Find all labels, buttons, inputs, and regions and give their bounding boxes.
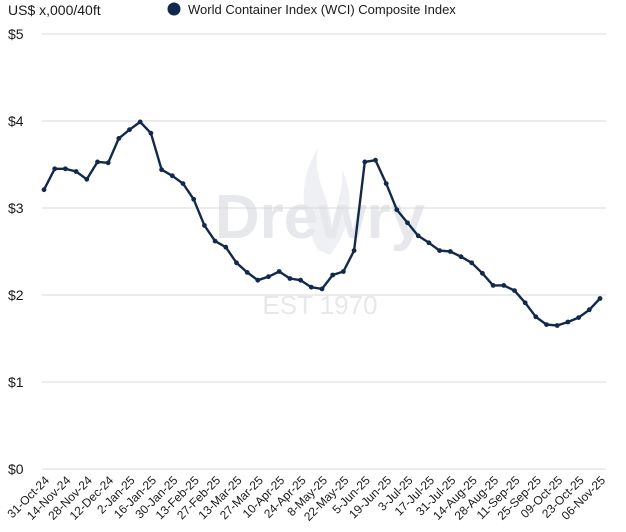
legend-label: World Container Index (WCI) Composite In…: [188, 2, 456, 17]
data-point: [84, 176, 90, 182]
data-point: [116, 136, 122, 141]
data-point: [501, 283, 507, 288]
data-point: [276, 269, 282, 274]
drewry-watermark: Drewry EST 1970: [215, 148, 426, 320]
data-point: [255, 277, 261, 283]
legend-marker: [167, 2, 181, 16]
data-point: [373, 157, 378, 163]
data-point: [287, 276, 293, 281]
data-point: [266, 274, 271, 280]
y-tick-label: $5: [8, 26, 24, 42]
data-point: [148, 130, 154, 136]
data-point: [52, 166, 58, 172]
data-point: [522, 300, 528, 306]
flame-logo-icon: [303, 148, 350, 255]
data-point: [127, 127, 132, 133]
data-point: [234, 260, 239, 266]
data-point: [159, 167, 165, 173]
data-point: [202, 223, 207, 228]
data-point: [319, 286, 325, 292]
data-point: [447, 249, 453, 254]
y-axis-tick-labels: $0 $1 $2 $3 $4 $5: [8, 26, 24, 477]
legend: World Container Index (WCI) Composite In…: [167, 2, 456, 17]
y-tick-label: $3: [8, 200, 24, 216]
y-tick-label: $0: [8, 461, 24, 477]
data-point: [212, 238, 218, 244]
data-point: [180, 181, 186, 187]
data-point: [533, 314, 539, 320]
data-point: [512, 288, 517, 293]
watermark-brand: Drewry: [215, 183, 426, 252]
data-point: [341, 269, 346, 274]
data-point: [437, 248, 442, 254]
data-point: [169, 173, 175, 179]
data-point: [41, 187, 47, 193]
data-point: [362, 159, 368, 165]
data-point: [95, 159, 100, 165]
y-tick-label: $4: [8, 113, 24, 129]
data-point: [544, 322, 549, 327]
data-point: [63, 166, 68, 172]
data-point: [223, 244, 229, 250]
data-point: [308, 284, 314, 290]
data-point: [565, 319, 571, 325]
data-point: [586, 307, 592, 313]
y-tick-label: $1: [8, 374, 24, 390]
series-wci: [41, 119, 603, 328]
data-point: [383, 181, 389, 187]
data-point: [191, 196, 197, 202]
data-point: [458, 254, 464, 260]
data-point: [415, 233, 421, 239]
data-point: [298, 277, 303, 283]
data-point: [480, 270, 485, 276]
data-point: [469, 260, 475, 266]
data-point: [426, 240, 432, 246]
data-point: [351, 248, 357, 254]
data-point: [137, 119, 143, 125]
data-point: [490, 283, 496, 288]
data-point: [394, 207, 400, 213]
data-point: [105, 160, 111, 166]
x-axis-tick-labels: 31-Oct-2414-Nov-2428-Nov-2412-Dec-242-Ja…: [4, 473, 608, 524]
data-point: [330, 272, 336, 278]
data-point: [576, 315, 581, 320]
data-point: [554, 323, 560, 328]
data-point: [73, 169, 79, 174]
data-point: [405, 220, 410, 226]
data-point: [597, 296, 603, 301]
data-point: [244, 270, 250, 275]
gridlines: [42, 33, 606, 470]
y-tick-label: $2: [8, 287, 24, 303]
y-axis-unit-label: US$ x,000/40ft: [8, 2, 101, 18]
